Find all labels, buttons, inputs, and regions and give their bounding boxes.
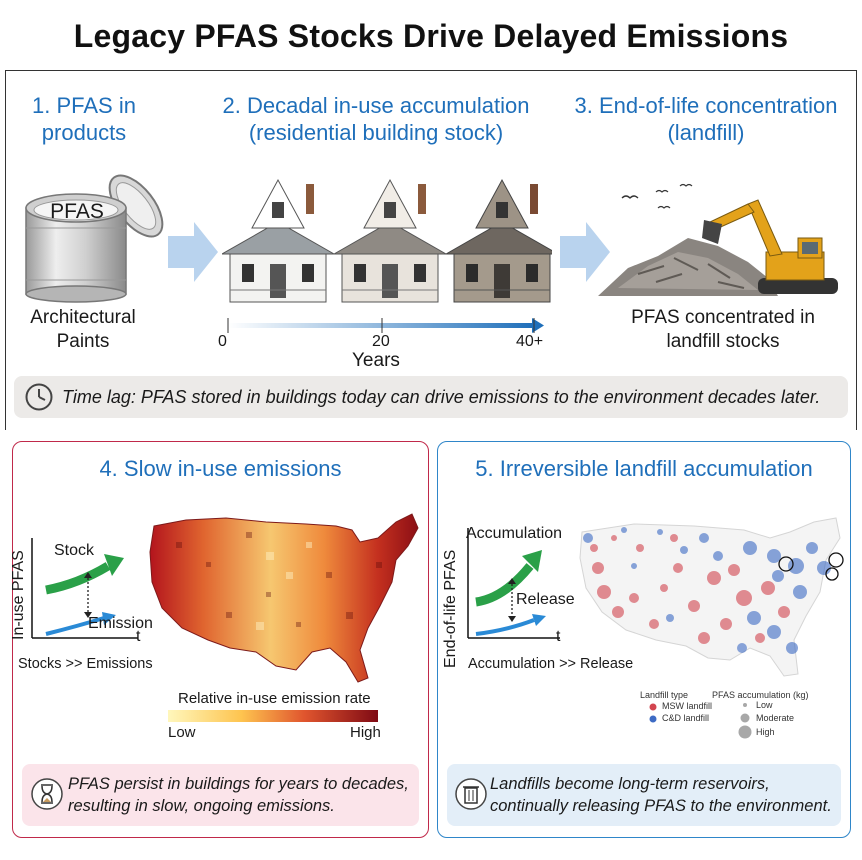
emission-label: Emission bbox=[88, 615, 153, 632]
legend-type-markers bbox=[649, 703, 657, 723]
houses-illustration bbox=[222, 178, 552, 303]
house-icon bbox=[332, 178, 448, 303]
panel4-note-text: PFAS persist in buildings for years to d… bbox=[68, 773, 409, 817]
accumulation-release-schematic bbox=[467, 528, 560, 639]
us-emission-map bbox=[149, 513, 419, 683]
legend-title-emission: Relative in-use emission rate bbox=[178, 690, 371, 707]
panel5-t-label: t bbox=[556, 628, 561, 645]
timeline-tick-0: 0 bbox=[218, 333, 227, 350]
legend-size-markers bbox=[738, 703, 752, 739]
timeline-axis-label: Years bbox=[352, 350, 400, 371]
panel4-t-label: t bbox=[136, 628, 141, 645]
step1-caption: Architectural Paints bbox=[8, 306, 158, 354]
legend-size-high: High bbox=[756, 727, 775, 737]
step2-title-line1: 2. Decadal in-use accumulation bbox=[222, 93, 530, 118]
stock-emission-schematic bbox=[31, 538, 138, 639]
arrow-right-icon bbox=[560, 222, 610, 282]
panel5-y-label: End-of-life PFAS bbox=[442, 549, 459, 668]
time-lag-text: Time lag: PFAS stored in buildings today… bbox=[62, 387, 821, 407]
step1-caption-line1: Architectural bbox=[30, 307, 136, 328]
page-title: Legacy PFAS Stocks Drive Delayed Emissio… bbox=[73, 18, 789, 54]
release-label: Release bbox=[516, 591, 575, 608]
step1-title-line1: 1. PFAS in bbox=[32, 93, 136, 118]
legend-msw: MSW landfill bbox=[662, 701, 713, 711]
timeline-arrow bbox=[227, 318, 544, 333]
panel5-note-text: Landfills become long-term reservoirs, c… bbox=[490, 773, 832, 817]
timeline-tick-20: 20 bbox=[372, 333, 390, 350]
step3-title: 3. End-of-life concentration (landfill) bbox=[554, 92, 858, 146]
step1-title: 1. PFAS in products bbox=[14, 92, 154, 146]
paint-can-label: PFAS bbox=[50, 200, 104, 223]
time-lag-bar bbox=[14, 376, 848, 418]
timeline-tick-40: 40+ bbox=[516, 333, 544, 350]
arrow-right-icon bbox=[168, 222, 218, 282]
step3-caption: PFAS concentrated in landfill stocks bbox=[598, 306, 848, 354]
house-icon bbox=[222, 178, 336, 303]
step1-title-line2: products bbox=[41, 120, 127, 145]
panel-slow-emissions bbox=[12, 441, 429, 838]
clock-icon bbox=[25, 383, 53, 411]
trash-can-icon bbox=[455, 778, 487, 810]
step2-title-line2: (residential building stock) bbox=[248, 120, 504, 145]
panel4-relation: Stocks >> Emissions bbox=[18, 656, 153, 672]
panel-landfill-accumulation bbox=[437, 441, 851, 838]
emission-color-bar bbox=[168, 710, 378, 722]
landfill-excavator-icon bbox=[598, 183, 838, 296]
hourglass-icon bbox=[31, 778, 63, 810]
step3-title-line2: (landfill) bbox=[667, 120, 745, 145]
paint-can-icon bbox=[25, 174, 164, 303]
panel5-note-line2: continually releasing PFAS to the enviro… bbox=[490, 797, 832, 815]
panel5-note bbox=[447, 764, 841, 826]
top-frame bbox=[5, 70, 857, 430]
panel5-relation: Accumulation >> Release bbox=[468, 656, 634, 672]
stock-label: Stock bbox=[54, 542, 95, 559]
panel4-note-line2: resulting in slow, ongoing emissions. bbox=[68, 797, 335, 815]
house-icon bbox=[444, 178, 552, 303]
legend-size-title: PFAS accumulation (kg) bbox=[712, 690, 809, 700]
legend-cd: C&D landfill bbox=[662, 713, 710, 723]
legend-type-title: Landfill type bbox=[640, 690, 689, 700]
panel4-y-label: In-use PFAS bbox=[10, 550, 27, 640]
step2-title: 2. Decadal in-use accumulation (resident… bbox=[196, 92, 556, 146]
legend-size-low: Low bbox=[756, 700, 773, 710]
step1-caption-line2: Paints bbox=[56, 331, 110, 352]
landfill-map bbox=[579, 517, 844, 677]
accumulation-label: Accumulation bbox=[466, 525, 563, 542]
legend-low: Low bbox=[168, 724, 196, 741]
legend-high: High bbox=[350, 724, 381, 741]
panel5-note-line1: Landfills become long-term reservoirs, bbox=[490, 775, 770, 793]
panel4-note-line1: PFAS persist in buildings for years to d… bbox=[68, 775, 409, 793]
panel4-title: 4. Slow in-use emissions bbox=[99, 456, 342, 481]
panel5-title: 5. Irreversible landfill accumulation bbox=[475, 456, 813, 481]
step3-caption-line2: landfill stocks bbox=[666, 331, 780, 352]
step3-caption-line1: PFAS concentrated in bbox=[631, 307, 815, 328]
panel4-note bbox=[22, 764, 419, 826]
legend-size-moderate: Moderate bbox=[756, 713, 795, 723]
step3-title-line1: 3. End-of-life concentration bbox=[574, 93, 838, 118]
